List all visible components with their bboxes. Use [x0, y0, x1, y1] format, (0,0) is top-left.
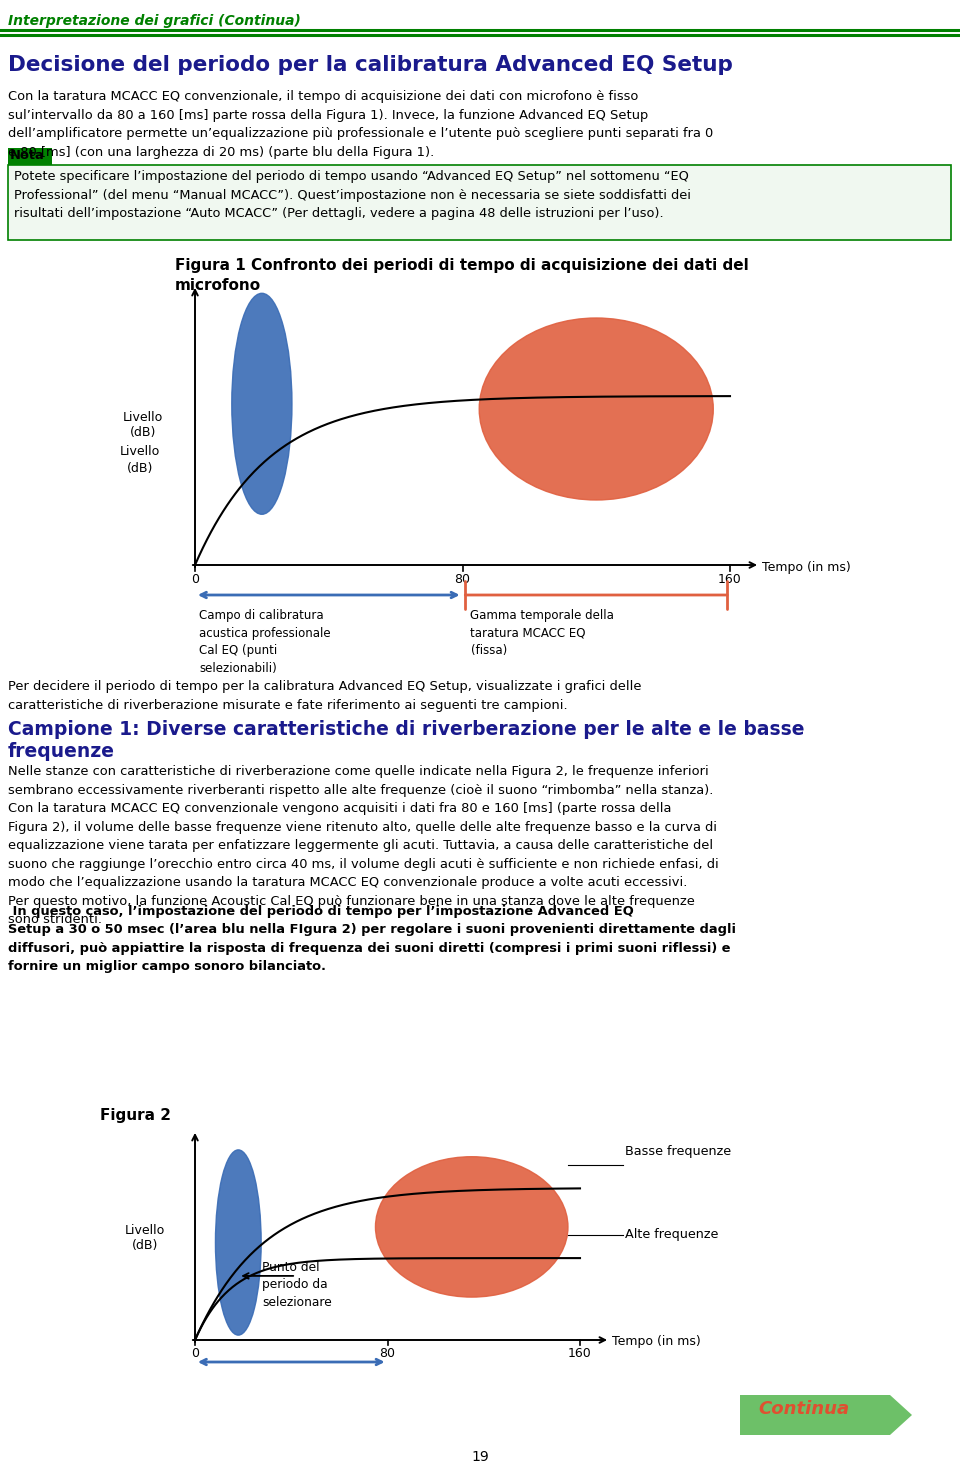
Text: Basse frequenze: Basse frequenze: [625, 1146, 732, 1158]
FancyBboxPatch shape: [8, 148, 52, 167]
Text: Livello
(dB): Livello (dB): [120, 445, 160, 474]
Ellipse shape: [215, 1150, 261, 1335]
Text: Continua: Continua: [758, 1400, 850, 1418]
Text: 0: 0: [191, 573, 199, 586]
Text: Potete specificare l’impostazione del periodo di tempo usando “Advanced EQ Setup: Potete specificare l’impostazione del pe…: [14, 170, 691, 220]
Ellipse shape: [375, 1156, 568, 1297]
Ellipse shape: [479, 317, 713, 499]
Text: Per decidere il periodo di tempo per la calibratura Advanced EQ Setup, visualizz: Per decidere il periodo di tempo per la …: [8, 680, 641, 711]
Text: 19: 19: [471, 1450, 489, 1465]
FancyBboxPatch shape: [8, 165, 951, 239]
Text: Alte frequenze: Alte frequenze: [625, 1228, 718, 1241]
Text: Livello
(dB): Livello (dB): [125, 1224, 165, 1252]
Text: 80: 80: [454, 573, 470, 586]
Text: Figura 2: Figura 2: [100, 1108, 171, 1122]
Ellipse shape: [231, 294, 292, 514]
Text: Figura 1 Confronto dei periodi di tempo di acquisizione dei dati del: Figura 1 Confronto dei periodi di tempo …: [175, 259, 749, 273]
Text: frequenze: frequenze: [8, 742, 115, 761]
Text: Campo di calibratura
acustica professionale
Cal EQ (punti
selezionabili): Campo di calibratura acustica profession…: [199, 610, 330, 674]
Text: Nota: Nota: [10, 148, 45, 162]
Text: 160: 160: [718, 573, 742, 586]
Text: Campione 1: Diverse caratteristiche di riverberazione per le alte e le basse: Campione 1: Diverse caratteristiche di r…: [8, 720, 804, 739]
Text: Gamma temporale della
taratura MCACC EQ
(fissa): Gamma temporale della taratura MCACC EQ …: [470, 610, 614, 657]
Text: Tempo (in ms): Tempo (in ms): [762, 561, 851, 573]
Text: 0: 0: [191, 1347, 199, 1360]
Text: Con la taratura MCACC EQ convenzionale, il tempo di acquisizione dei dati con mi: Con la taratura MCACC EQ convenzionale, …: [8, 90, 713, 159]
Text: Livello
(dB): Livello (dB): [123, 411, 163, 439]
Text: 80: 80: [379, 1347, 396, 1360]
Text: In questo caso, l’impostazione del periodo di tempo per l’impostazione Advanced : In questo caso, l’impostazione del perio…: [8, 905, 736, 972]
Text: Interpretazione dei grafici (Continua): Interpretazione dei grafici (Continua): [8, 15, 300, 28]
Text: Punto del
periodo da
selezionare: Punto del periodo da selezionare: [262, 1260, 332, 1309]
Text: Nelle stanze con caratteristiche di riverberazione come quelle indicate nella Fi: Nelle stanze con caratteristiche di rive…: [8, 765, 719, 925]
Text: Decisione del periodo per la calibratura Advanced EQ Setup: Decisione del periodo per la calibratura…: [8, 54, 732, 75]
Text: 160: 160: [568, 1347, 592, 1360]
Text: microfono: microfono: [175, 278, 261, 292]
Polygon shape: [740, 1396, 912, 1435]
Text: Tempo (in ms): Tempo (in ms): [612, 1335, 701, 1349]
